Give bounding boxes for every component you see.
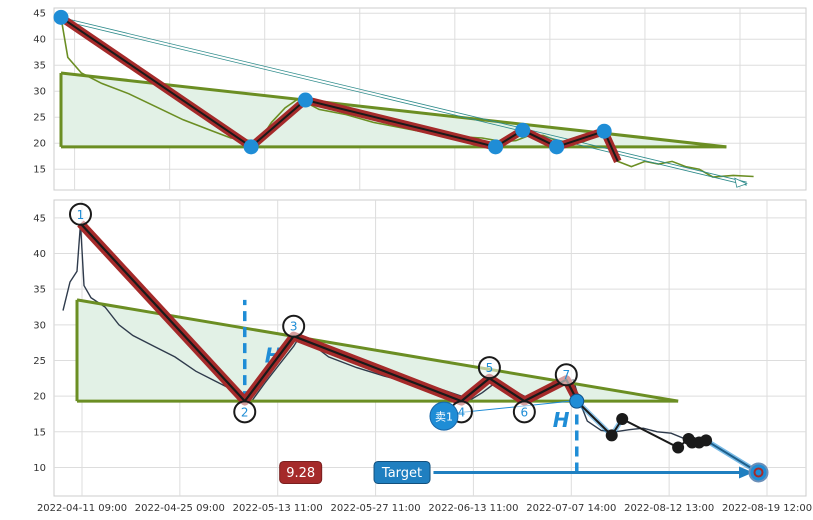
top-y-tick-label: 25 <box>33 113 46 124</box>
x-tick-label: 2022-08-12 13:00 <box>624 503 714 514</box>
top-zigzag-inner <box>60 16 619 162</box>
top-pivot-point <box>596 123 612 139</box>
sell-connector <box>453 400 571 414</box>
pivot-circle <box>282 314 306 338</box>
forecast-point <box>605 429 618 442</box>
sell-marker-label: 卖1 <box>435 411 453 424</box>
forecast-point <box>616 412 629 425</box>
top-y-tick-label: 35 <box>33 61 46 72</box>
top-y-tick-label: 40 <box>33 35 46 46</box>
value-badge-label: 9.28 <box>286 466 315 481</box>
top-pivot-point <box>515 122 531 138</box>
pivot-label: 4 <box>458 405 466 419</box>
bottom-y-tick-label: 10 <box>33 463 46 474</box>
x-tick-label: 2022-04-11 09:00 <box>37 503 127 514</box>
bottom-y-tick-label: 30 <box>33 320 46 331</box>
pivot-circle <box>68 202 92 226</box>
target-badge <box>373 460 431 484</box>
bottom-y-tick-label: 45 <box>33 213 46 224</box>
breakout-point <box>569 393 585 409</box>
top-pivot-point <box>549 139 565 155</box>
value-badge <box>279 460 323 484</box>
forecast-point <box>672 441 685 454</box>
top-triangle-upper <box>60 71 727 149</box>
pivot-circle <box>512 400 536 424</box>
target-point-ring <box>753 467 764 478</box>
target-badge-label: Target <box>381 466 422 481</box>
top-pivot-point <box>488 139 504 155</box>
forecast-point <box>700 434 713 447</box>
top-y-tick-label: 45 <box>33 9 46 20</box>
pivot-label: 2 <box>241 405 249 419</box>
bottom-price-line <box>62 223 707 442</box>
pivot-label: 1 <box>77 208 85 222</box>
x-tick-label: 2022-06-13 11:00 <box>428 503 518 514</box>
pivot-circle <box>477 356 501 380</box>
bottom-y-tick-label: 20 <box>33 392 46 403</box>
x-tick-label: 2022-05-27 11:00 <box>331 503 421 514</box>
top-y-tick-label: 15 <box>33 165 46 176</box>
bottom-y-tick-label: 35 <box>33 285 46 296</box>
top-arrow-line <box>60 19 747 186</box>
x-tick-label: 2022-04-25 09:00 <box>135 503 225 514</box>
bottom-y-tick-label: 15 <box>33 427 46 438</box>
top-y-tick-label: 20 <box>33 139 46 150</box>
top-pivot-point <box>53 9 69 25</box>
sell-marker <box>429 401 459 431</box>
pivot-label: 5 <box>486 361 494 375</box>
target-arrow-head <box>739 466 754 479</box>
bottom-y-tick-label: 25 <box>33 356 46 367</box>
target-point <box>748 462 769 483</box>
pivot-label: 6 <box>521 405 529 419</box>
top-y-tick-label: 30 <box>33 87 46 98</box>
x-tick-label: 2022-07-07 14:00 <box>526 503 616 514</box>
pivot-circle <box>233 400 257 424</box>
top-arrow-line <box>60 16 747 183</box>
h-height-label: H <box>553 408 570 432</box>
pivot-label: 3 <box>290 320 298 334</box>
x-tick-label: 2022-08-19 12:00 <box>722 503 812 514</box>
bottom-y-tick-label: 40 <box>33 249 46 260</box>
pivot-circle <box>554 363 578 387</box>
top-pivot-point <box>243 139 259 155</box>
top-arrow-head <box>734 177 748 188</box>
top-pivot-point <box>297 92 313 108</box>
bottom-triangle-upper <box>76 298 679 403</box>
pivot-label: 7 <box>562 368 570 382</box>
forecast-tail <box>704 438 760 475</box>
x-tick-label: 2022-05-13 11:00 <box>233 503 323 514</box>
